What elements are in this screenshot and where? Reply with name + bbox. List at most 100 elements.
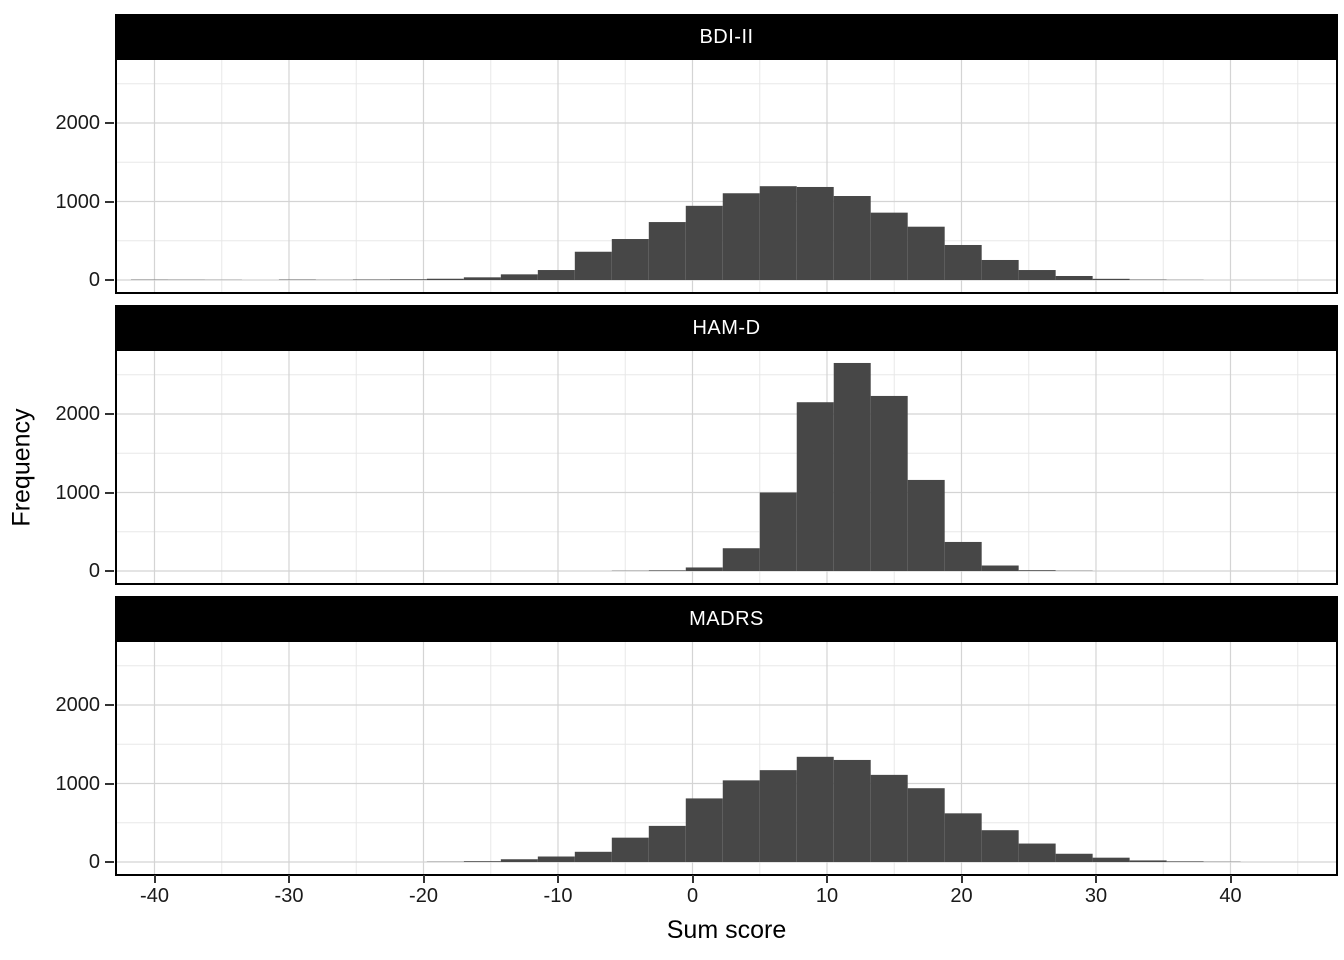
y-tick-label: 0: [88, 560, 100, 582]
y-tick-mark: [105, 782, 114, 785]
histogram-bar: [981, 565, 1019, 571]
y-tick-label: 2000: [55, 403, 101, 425]
histogram-bar: [685, 567, 723, 571]
histogram-bar: [759, 492, 797, 571]
histogram-bar: [722, 548, 760, 571]
histogram-bar: [907, 226, 945, 280]
x-tick-label: 20: [950, 885, 973, 907]
y-tick-label: 2000: [55, 694, 101, 716]
y-tick-label: 1000: [55, 190, 101, 213]
histogram-bar: [833, 759, 871, 862]
x-tick-label: -20: [409, 885, 438, 907]
facet-strip-label: BDI-II: [699, 25, 754, 48]
panel-border: [115, 58, 1338, 294]
histogram-bar: [1129, 860, 1167, 862]
y-tick-mark: [105, 491, 114, 494]
x-tick-mark: [826, 875, 828, 883]
histogram-bar: [944, 813, 982, 862]
histogram-bar: [833, 196, 871, 280]
y-tick-mark: [105, 413, 114, 415]
histogram-bar: [426, 278, 464, 280]
facet-strip-label: MADRS: [689, 607, 764, 630]
x-tick-label: 40: [1219, 885, 1242, 907]
x-tick-mark: [153, 875, 156, 883]
x-tick-label: -30: [274, 885, 304, 907]
y-tick-mark: [105, 704, 114, 706]
histogram-bar: [648, 825, 686, 862]
y-tick-label: 0: [88, 269, 100, 291]
histogram-bar: [611, 239, 649, 280]
histogram-bar: [1018, 843, 1056, 862]
y-tick-mark: [105, 570, 114, 572]
histogram-bar: [796, 402, 834, 571]
y-tick-mark: [105, 122, 114, 124]
histogram-panel-bdi-ii: [115, 58, 1338, 294]
x-tick-label: 10: [815, 885, 839, 907]
histogram-bar: [944, 244, 982, 280]
facet-strip-madrs: MADRS: [115, 596, 1338, 642]
histogram-bar: [1018, 270, 1056, 280]
histogram-bar: [1055, 275, 1093, 280]
histogram-bar: [722, 780, 760, 862]
histogram-bar: [796, 186, 834, 280]
facet-strip-bdi-ii: BDI-II: [115, 14, 1338, 60]
histogram-bar: [759, 186, 797, 280]
histogram-bar: [1092, 278, 1130, 280]
histogram-panel-ham-d: [115, 349, 1338, 585]
y-tick-label: 2000: [55, 112, 101, 134]
x-tick-label: 0: [686, 885, 699, 907]
x-tick-label: -40: [140, 885, 169, 907]
histogram-bar: [648, 222, 686, 280]
histogram-bar: [463, 277, 501, 280]
histogram-bar: [500, 274, 538, 280]
x-tick-label: -10: [543, 885, 573, 907]
panel-background: [115, 349, 1338, 585]
histogram-bar: [537, 856, 575, 862]
histogram-bar: [611, 837, 649, 862]
histogram-bar: [574, 851, 612, 862]
y-tick-mark: [105, 861, 114, 863]
panel-wrap-ham-d: [115, 349, 1338, 585]
histogram-bar: [1018, 570, 1056, 571]
histogram-bar: [1092, 857, 1130, 862]
histogram-bar: [685, 798, 723, 862]
histogram-bar: [759, 770, 797, 862]
histogram-bar: [907, 479, 945, 571]
panel-wrap-bdi-ii: [115, 58, 1338, 294]
y-tick-mark: [105, 200, 114, 203]
panel-border: [115, 640, 1338, 876]
histogram-bar: [500, 859, 538, 862]
histogram-bar: [463, 861, 501, 862]
histogram-bar: [1055, 853, 1093, 862]
histogram-bar: [833, 362, 871, 571]
histogram-bar: [722, 193, 760, 280]
x-tick-label: 30: [1084, 885, 1108, 907]
facet-strip-ham-d: HAM-D: [115, 305, 1338, 351]
panel-wrap-madrs: [115, 640, 1338, 876]
histogram-bar: [981, 830, 1019, 862]
x-tick-mark: [557, 875, 559, 883]
histogram-bar: [648, 570, 686, 571]
histogram-bar: [870, 395, 908, 571]
x-tick-mark: [422, 875, 425, 883]
x-axis-title: Sum score: [666, 916, 787, 944]
facet-strip-label: HAM-D: [692, 316, 761, 339]
histogram-bar: [574, 251, 612, 280]
histogram-bar: [685, 205, 723, 280]
y-tick-label: 1000: [55, 772, 101, 795]
x-tick-mark: [288, 875, 290, 883]
x-tick-mark: [960, 875, 963, 883]
y-tick-label: 1000: [55, 481, 101, 504]
histogram-bar: [1166, 861, 1204, 862]
histogram-bar: [981, 259, 1019, 280]
histogram-bar: [944, 541, 982, 571]
histogram-bar: [389, 279, 427, 280]
x-tick-mark: [1229, 875, 1232, 883]
panel-border: [115, 349, 1338, 585]
histogram-bar: [870, 212, 908, 280]
histogram-bar: [796, 756, 834, 862]
x-tick-mark: [691, 875, 694, 883]
histogram-bar: [537, 270, 575, 280]
y-tick-label: 0: [88, 851, 100, 873]
